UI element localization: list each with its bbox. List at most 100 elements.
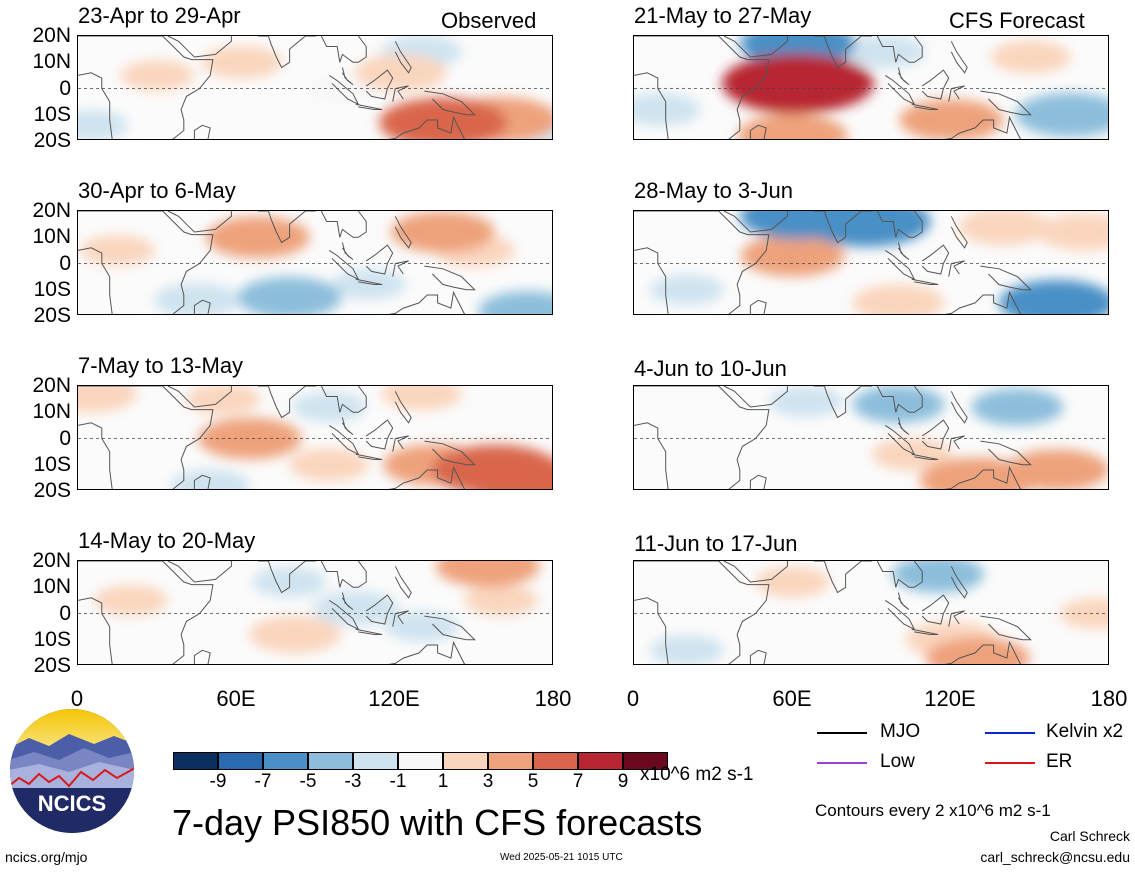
coastline xyxy=(328,424,360,456)
coastline xyxy=(944,290,1022,314)
coastline xyxy=(911,628,939,635)
coastline xyxy=(813,561,872,594)
anomaly-blob xyxy=(201,45,282,79)
contour-note: Contours every 2 x10^6 m2 s-1 xyxy=(815,801,1051,820)
anomaly-blob xyxy=(78,386,138,413)
y-tick-label: 20S xyxy=(33,654,71,677)
x-tick-label: 60E xyxy=(216,686,256,711)
colorbar-tick-label: -3 xyxy=(344,771,362,792)
site-url: ncics.org/mjo xyxy=(5,849,88,865)
coastline xyxy=(392,85,409,102)
panel-title: 14-May to 20-May xyxy=(78,528,256,553)
anomaly-blob xyxy=(312,590,399,626)
colorbar-swatch xyxy=(533,752,578,770)
coastline xyxy=(424,90,476,116)
coastline xyxy=(365,69,394,100)
colorbar-tick-label: -9 xyxy=(209,771,227,792)
coastline xyxy=(950,41,968,74)
map-svg xyxy=(634,561,1108,664)
y-tick-label: 0 xyxy=(59,601,71,625)
x-tick-label: 120E xyxy=(368,686,420,711)
panel-title: 4-Jun to 10-Jun xyxy=(634,356,787,381)
x-tick-label: 0 xyxy=(70,686,84,711)
anomaly-blob xyxy=(197,417,302,460)
coastline xyxy=(884,74,916,106)
coastline xyxy=(365,419,394,450)
author: Carl Schreck xyxy=(1049,828,1130,844)
coastline xyxy=(723,36,788,58)
map-panel xyxy=(633,385,1109,490)
anomaly-blob xyxy=(755,566,830,598)
anomaly-blob xyxy=(331,269,406,300)
coastline xyxy=(394,566,412,599)
y-tick-label: 0 xyxy=(59,76,71,100)
x-tick-label: 180 xyxy=(1090,686,1128,711)
y-tick-label: 10N xyxy=(32,400,71,424)
coastline xyxy=(193,474,211,489)
coastline xyxy=(723,561,788,583)
coastline xyxy=(897,67,910,85)
coastline xyxy=(78,561,214,664)
coastline xyxy=(167,36,232,58)
panel-title: 7-May to 13-May xyxy=(78,353,244,378)
anomaly-blob xyxy=(892,561,985,593)
coastline xyxy=(167,386,232,408)
anomaly-blob xyxy=(289,448,370,482)
coastline xyxy=(424,440,476,466)
coastline xyxy=(813,211,872,244)
coastline xyxy=(355,103,383,110)
timestamp: Wed 2025-05-21 1015 UTC xyxy=(500,852,623,863)
anomaly-blob xyxy=(205,216,310,259)
coastline xyxy=(921,419,950,450)
y-tick-label: 20S xyxy=(33,304,71,327)
coastline xyxy=(948,260,965,277)
coastline xyxy=(394,391,412,424)
coastline xyxy=(78,36,214,139)
observed-label: Observed xyxy=(441,8,537,33)
map-panel xyxy=(77,210,553,315)
cfs-forecast-label: CFS Forecast xyxy=(949,8,1085,33)
anomaly-blob xyxy=(649,274,724,306)
anomaly-blob xyxy=(999,279,1108,314)
coastline xyxy=(884,249,916,281)
coastline xyxy=(257,36,316,69)
legend-line-er xyxy=(985,762,1035,764)
coastline xyxy=(341,242,354,260)
coastline xyxy=(813,386,872,419)
coastline xyxy=(723,386,788,408)
coastline xyxy=(944,640,1022,664)
y-tick-label: 20N xyxy=(32,199,71,222)
anomaly-blob xyxy=(737,113,848,139)
panel-title: 23-Apr to 29-Apr xyxy=(78,3,241,28)
colorbar-swatch xyxy=(353,752,398,770)
coastline xyxy=(634,386,770,489)
y-tick-label: 10S xyxy=(33,102,71,126)
coastline xyxy=(723,211,788,233)
map-svg xyxy=(634,36,1108,139)
coastline xyxy=(320,386,367,413)
coastline xyxy=(257,561,316,594)
coastline xyxy=(749,474,767,489)
coastline xyxy=(193,124,211,139)
coastline xyxy=(78,386,214,489)
map-panel xyxy=(633,210,1109,315)
coastline xyxy=(980,615,1032,641)
colorbar-swatch xyxy=(173,752,218,770)
anomaly-blob xyxy=(237,276,342,314)
anomaly-blob xyxy=(154,282,240,314)
coastline xyxy=(167,211,232,233)
anomaly-blob xyxy=(721,53,874,113)
coastline xyxy=(355,278,383,285)
coastline xyxy=(813,36,872,69)
anomaly-blob xyxy=(971,388,1064,426)
coastline xyxy=(634,211,770,314)
colorbar-swatch xyxy=(623,752,668,770)
colorbar-units: x10^6 m2 s-1 xyxy=(640,764,754,785)
map-svg xyxy=(78,211,552,314)
coastline xyxy=(749,299,767,314)
coastline xyxy=(950,216,968,249)
coastline xyxy=(749,649,767,664)
y-tick-label: 0 xyxy=(59,251,71,275)
colorbar-swatch xyxy=(308,752,353,770)
coastline xyxy=(980,265,1032,291)
